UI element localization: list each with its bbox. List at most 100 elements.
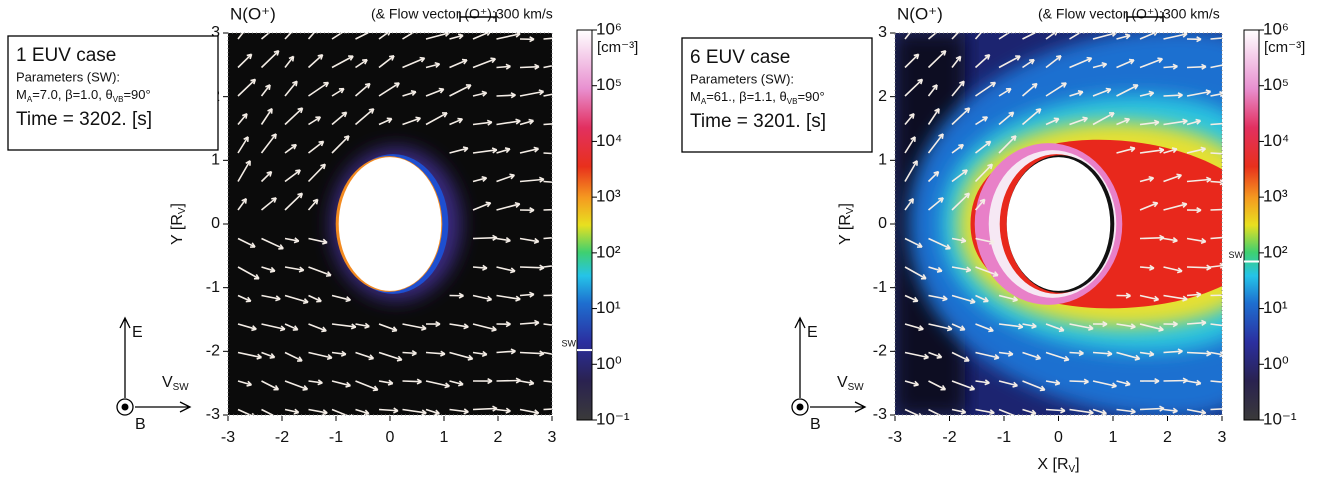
flow-arrow-head (273, 49, 280, 56)
y-tick-label: 0 (211, 215, 220, 232)
flow-arrow-head (1206, 350, 1212, 357)
flow-arrow (284, 351, 303, 362)
flow-arrow-head (510, 348, 516, 355)
flow-arrow-head (1230, 406, 1235, 411)
flow-arrow (951, 351, 970, 362)
flow-arrow-head (529, 291, 535, 298)
flow-arrow (543, 152, 552, 155)
flow-arrow-head (458, 380, 464, 387)
flow-arrow (402, 323, 427, 330)
flow-arrow-head (364, 322, 370, 329)
flow-arrow (1186, 90, 1211, 97)
flow-arrow (402, 117, 421, 126)
flow-arrow (331, 380, 351, 387)
flow-arrow (543, 93, 552, 97)
x-tick-label: -3 (888, 429, 902, 446)
flow-arrow (904, 198, 914, 211)
flow-arrow-head (515, 377, 521, 384)
flow-arrow-head (504, 147, 511, 154)
flow-arrow (1163, 120, 1188, 126)
flow-arrow (237, 78, 256, 97)
flow-arrow-head (318, 140, 325, 147)
flow-arrow (904, 33, 911, 40)
flow-arrow-head (481, 350, 488, 357)
flow-arrow-head (1176, 173, 1182, 180)
flow-arrow-head (1061, 82, 1067, 88)
flow-arrow (1045, 380, 1060, 385)
flow-arrow-head (1177, 92, 1183, 99)
flow-arrow-head (271, 133, 277, 139)
flow-arrow-head (245, 160, 251, 166)
flow-arrow (1092, 351, 1113, 355)
flow-arrow (449, 34, 464, 40)
flow-arrow-head (1153, 33, 1158, 36)
flow-arrow-head (1195, 118, 1202, 125)
flow-arrow-head (462, 146, 469, 153)
y-tick-label: 3 (211, 24, 220, 41)
flow-arrow-head (505, 63, 511, 70)
colorbar (1243, 29, 1260, 421)
flow-arrow-head (245, 296, 252, 303)
flow-arrow (260, 50, 280, 69)
flow-arrow (261, 266, 276, 272)
flow-arrow-head (491, 147, 498, 154)
flow-arrow (1045, 323, 1065, 332)
parameters-values-part: VB (113, 95, 124, 104)
flow-arrow-head (917, 78, 924, 85)
flow-arrow (378, 55, 395, 69)
flow-arrow-head (558, 35, 563, 40)
flow-arrow-head (246, 33, 247, 34)
flow-arrow (975, 323, 994, 332)
flow-arrow (331, 294, 351, 301)
flow-arrow (998, 380, 1018, 387)
flow-arrow (951, 107, 971, 126)
flow-arrow-head (936, 353, 943, 359)
flow-arrow-head (979, 198, 986, 205)
flow-arrow-head (486, 33, 491, 36)
flow-arrow (1139, 236, 1165, 240)
flow-arrow (927, 50, 947, 69)
flow-arrow (284, 192, 303, 211)
flow-arrow (998, 294, 1018, 301)
flow-arrow (308, 116, 321, 126)
flow-arrow-head (348, 55, 354, 61)
flow-arrow-head (1008, 111, 1015, 118)
flow-arrow-head (467, 354, 474, 361)
flow-arrow-head (485, 201, 492, 208)
flow-arrow-head (362, 58, 368, 65)
flow-arrow-head (350, 323, 357, 330)
flow-arrow (284, 380, 308, 391)
flow-arrow-head (241, 197, 248, 204)
flow-arrow-head (964, 22, 969, 27)
x-tick-label: -1 (329, 429, 343, 446)
flow-arrow-head (1102, 320, 1108, 328)
x-tick-label: 2 (1163, 429, 1172, 446)
colorbar-label: [cm⁻³] (597, 39, 638, 56)
flow-arrow (260, 84, 271, 97)
flow-arrow-head (945, 244, 951, 250)
flow-arrow-head (461, 58, 468, 65)
flow-arrow (331, 55, 354, 69)
flow-arrow-head (510, 92, 516, 99)
flow-arrow (284, 408, 299, 414)
flow-arrow (237, 160, 251, 182)
flow-arrow (951, 266, 971, 272)
flow-arrow (237, 237, 256, 248)
flow-arrow (331, 87, 345, 97)
flow-arrow (1092, 88, 1112, 97)
flow-arrow-head (1206, 176, 1212, 183)
flow-arrow-head (1088, 324, 1094, 331)
flow-arrow (378, 351, 403, 361)
flow-arrow-head (1039, 28, 1044, 32)
flow-arrow-head (1182, 295, 1188, 302)
flow-arrow (904, 351, 929, 359)
flow-arrow-head (1017, 323, 1024, 330)
flow-arrow-head (298, 266, 305, 273)
flow-arrow (1186, 351, 1212, 355)
flow-arrow (1139, 202, 1158, 211)
colorbar-tick-label: 10³ (1263, 187, 1288, 206)
flow-arrow-head (558, 121, 563, 126)
panel-title: N(O⁺) (897, 4, 943, 23)
flow-arrow (519, 266, 545, 269)
flow-arrow-head (396, 355, 403, 362)
